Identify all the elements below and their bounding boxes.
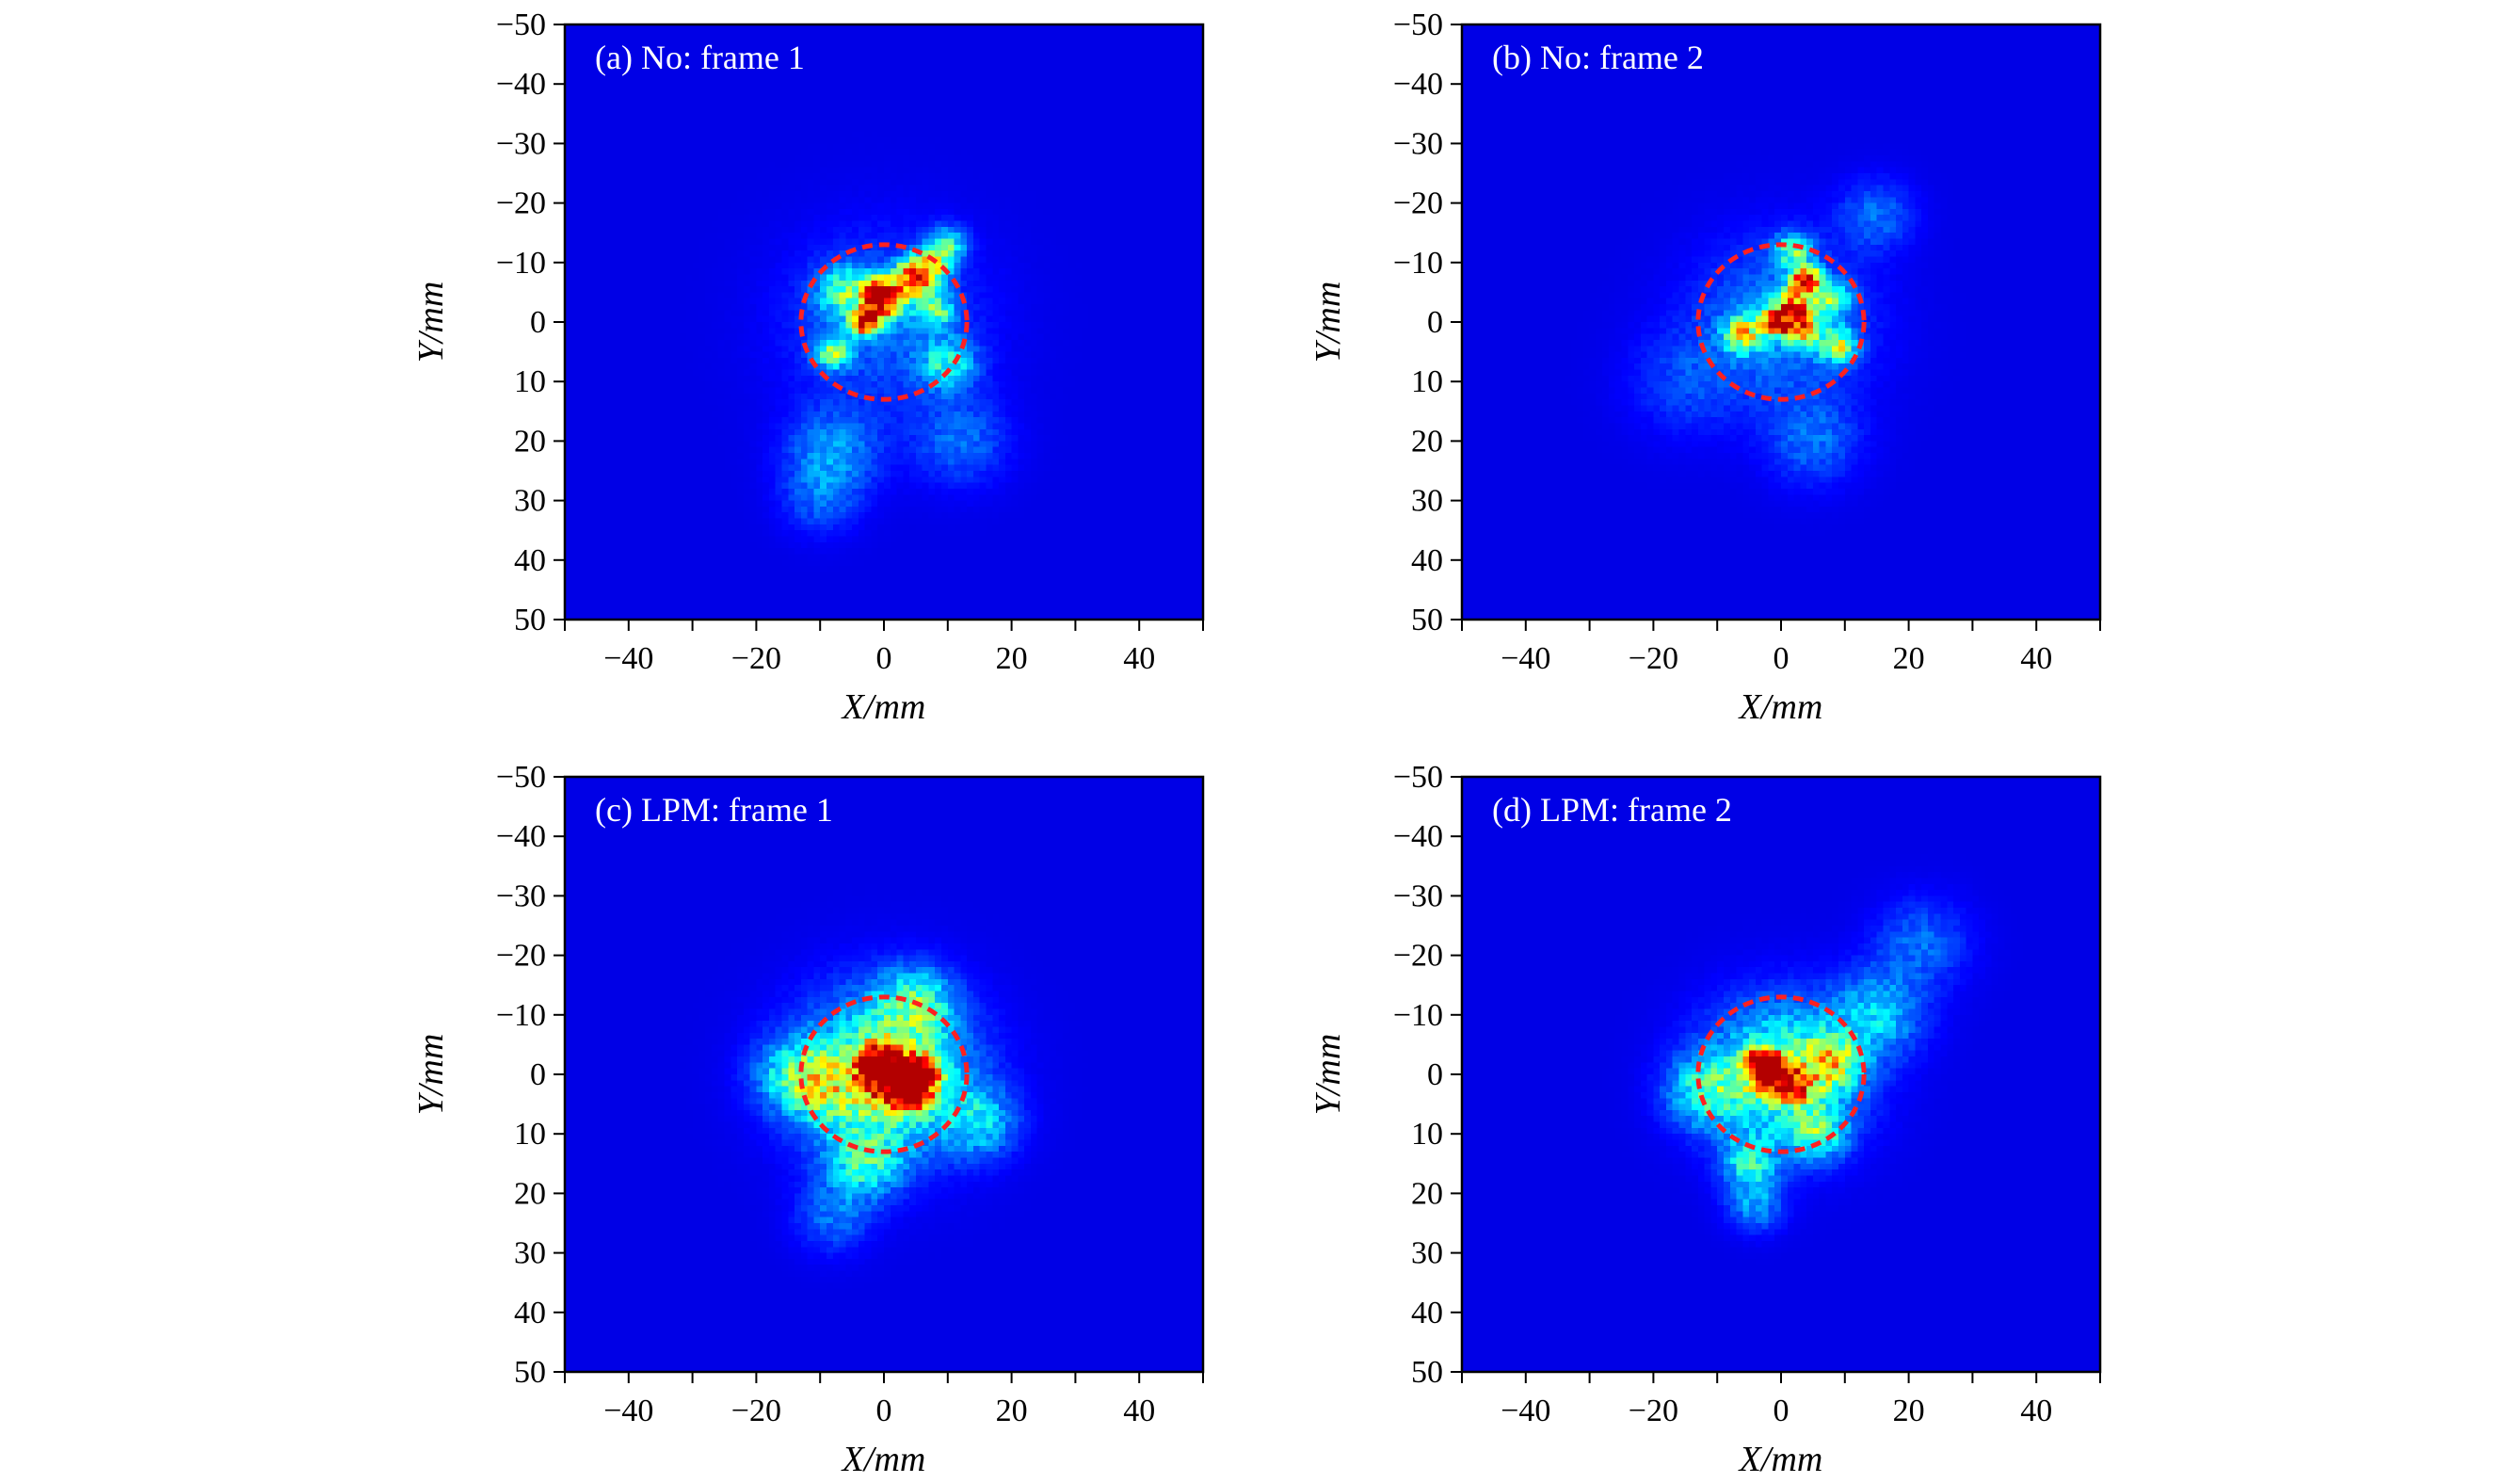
y-tick-label: 10 [514,364,546,399]
y-tick-label: 0 [1427,1057,1443,1092]
x-tick-label: 20 [1893,641,1925,676]
x-tick-label: −40 [603,1394,653,1428]
x-axis-label: X/mm [841,1440,926,1479]
x-axis-label: X/mm [1738,687,1823,727]
y-tick-label: −10 [1393,246,1443,281]
y-tick-label: −40 [1393,819,1443,854]
x-tick-label: 0 [876,641,892,676]
y-tick-label: −50 [1393,8,1443,42]
panel-label: (c) LPM: frame 1 [595,791,833,829]
heatmap-panel: (c) LPM: frame 1 −50 −40 −30 −20 −10 0 10 20 30 40… [411,760,1205,1479]
y-tick-label: 30 [1411,1236,1443,1271]
y-tick-label: −40 [496,67,546,102]
y-tick-label: 20 [1411,424,1443,459]
y-tick-label: −10 [496,246,546,281]
heatmap-image [1462,777,2100,1372]
plot-frame [1460,775,2102,1374]
x-tick-label: 0 [1774,641,1790,676]
x-tick-label: 0 [876,1394,892,1428]
x-axis-label: X/mm [841,687,926,727]
heatmap-image [565,24,1203,620]
reference-circle [798,242,970,402]
x-tick-label: 40 [2020,1394,2052,1428]
panel-label: (b) No: frame 2 [1492,39,1704,76]
x-tick-label: −20 [1629,1394,1678,1428]
x-axis-label: X/mm [1738,1440,1823,1479]
y-tick-label: 0 [1427,305,1443,340]
y-tick-label: 40 [514,1296,546,1330]
y-tick-label: 50 [514,603,546,637]
y-tick-label: −30 [496,879,546,913]
y-tick-label: 20 [514,424,546,459]
x-tick-label: 20 [996,1394,1028,1428]
axes: −50 −40 −30 −20 −10 0 10 20 30 40 50 −40 −20 0 20 40 X/m… [1308,8,2102,727]
y-tick-label: 20 [1411,1176,1443,1211]
x-tick-label: 20 [1893,1394,1925,1428]
axes: −50 −40 −30 −20 −10 0 10 20 30 40 50 −40 −20 0 20 40 X/m… [1308,760,2102,1479]
heatmap-panel: (b) No: frame 2 −50 −40 −30 −20 −10 0 10 20 30 40 5… [1308,8,2102,727]
plot-frame [1460,23,2102,621]
y-tick-label: 10 [1411,364,1443,399]
reference-circle [1695,242,1867,402]
y-tick-label: 30 [1411,484,1443,519]
x-tick-label: 40 [2020,641,2052,676]
x-tick-label: −20 [1629,641,1678,676]
y-tick-label: 10 [1411,1117,1443,1152]
y-tick-label: 40 [514,543,546,578]
panel-label: (a) No: frame 1 [595,39,805,76]
y-tick-label: −40 [496,819,546,854]
y-tick-label: 0 [530,1057,546,1092]
x-tick-label: 20 [996,641,1028,676]
y-tick-label: −50 [1393,760,1443,795]
y-tick-label: −20 [496,186,546,221]
y-tick-label: 0 [530,305,546,340]
y-tick-label: −30 [496,126,546,161]
y-tick-label: −30 [1393,126,1443,161]
plot-frame [563,775,1205,1374]
x-tick-label: 0 [1774,1394,1790,1428]
y-tick-label: −10 [1393,998,1443,1033]
y-axis-label: Y/mm [1308,1034,1348,1116]
panel-label: (d) LPM: frame 2 [1492,791,1732,829]
y-axis-label: Y/mm [411,282,451,363]
y-tick-label: −20 [1393,186,1443,221]
y-tick-label: 40 [1411,543,1443,578]
y-axis-label: Y/mm [411,1034,451,1116]
heatmap-panel: (a) No: frame 1 −50 −40 −30 −20 −10 0 10 20 30 40 5… [411,8,1205,727]
y-tick-label: 50 [1411,1355,1443,1390]
heatmap-image [565,777,1203,1372]
x-tick-label: −40 [1501,641,1550,676]
heatmap-panel: (d) LPM: frame 2 −50 −40 −30 −20 −10 0 10 20 30 40… [1308,760,2102,1479]
y-tick-label: 50 [514,1355,546,1390]
x-tick-label: −20 [731,641,781,676]
x-tick-label: −20 [731,1394,781,1428]
y-tick-label: 30 [514,484,546,519]
y-tick-label: −40 [1393,67,1443,102]
y-tick-label: 10 [514,1117,546,1152]
x-tick-label: −40 [1501,1394,1550,1428]
reference-circle [1695,994,1867,1154]
axes: −50 −40 −30 −20 −10 0 10 20 30 40 50 −40 −20 0 20 40 X/m… [411,8,1205,727]
y-axis-label: Y/mm [1308,282,1348,363]
y-tick-label: −30 [1393,879,1443,913]
y-tick-label: −50 [496,760,546,795]
y-tick-label: −50 [496,8,546,42]
axes: −50 −40 −30 −20 −10 0 10 20 30 40 50 −40 −20 0 20 40 X/m… [411,760,1205,1479]
x-tick-label: 40 [1123,641,1155,676]
y-tick-label: 50 [1411,603,1443,637]
reference-circle [798,994,970,1154]
heatmap-image [1462,24,2100,620]
y-tick-label: 20 [514,1176,546,1211]
y-tick-label: 40 [1411,1296,1443,1330]
plot-frame [563,23,1205,621]
y-tick-label: −20 [1393,939,1443,974]
x-tick-label: 40 [1123,1394,1155,1428]
x-tick-label: −40 [603,641,653,676]
y-tick-label: 30 [514,1236,546,1271]
y-tick-label: −10 [496,998,546,1033]
y-tick-label: −20 [496,939,546,974]
